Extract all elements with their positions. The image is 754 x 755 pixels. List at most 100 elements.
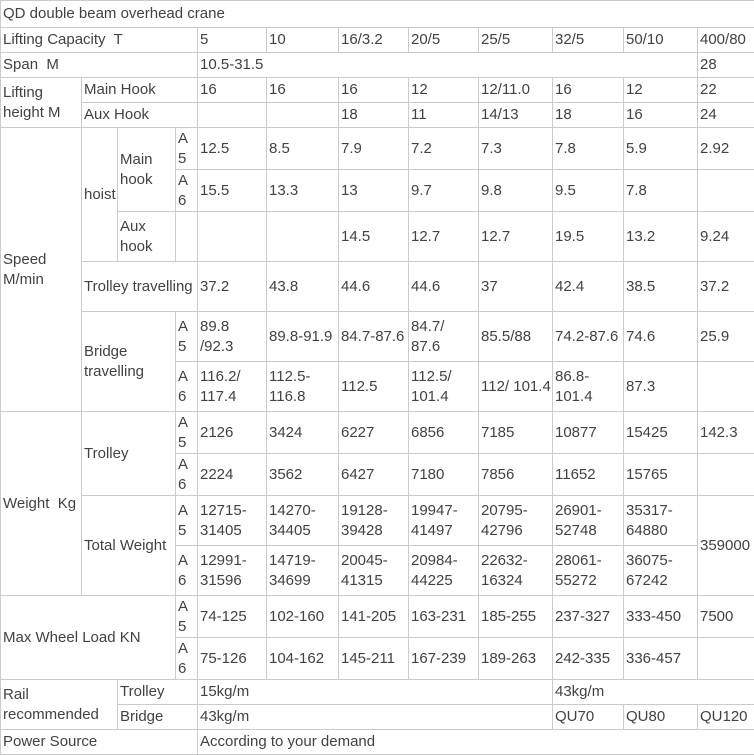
value-cell: 25.9 (698, 312, 754, 362)
value-cell: 14.5 (339, 212, 409, 262)
row-weight-trolley-a5: Weight Kg Trolley A5 2126 3424 6227 6856… (1, 412, 754, 454)
value-cell: 13.2 (624, 212, 698, 262)
main-hook-label: Main Hook (82, 78, 198, 103)
value-cell (267, 103, 339, 128)
value-cell: 242-335 (553, 638, 624, 680)
hoist-main-hook-label: Main hook (118, 128, 176, 212)
value-cell: 8.5 (267, 128, 339, 170)
value-cell: 75-126 (198, 638, 267, 680)
value-cell: 189-263 (479, 638, 553, 680)
value-cell: 104-162 (267, 638, 339, 680)
title-row: QD double beam overhead crane (1, 1, 754, 28)
value-cell: 7.9 (339, 128, 409, 170)
value-cell: QU120 (698, 705, 754, 730)
value-cell: 37 (479, 262, 553, 312)
value-cell: 15765 (624, 454, 698, 496)
power-source-label: Power Source (1, 730, 198, 755)
value-cell: 14/13 (479, 103, 553, 128)
value-cell: 19128- 39428 (339, 496, 409, 546)
value-cell: QU70 (553, 705, 624, 730)
value-cell: 14719- 34699 (267, 546, 339, 596)
speed-label: Speed M/min (1, 128, 82, 412)
value-cell: 24 (698, 103, 754, 128)
value-cell: 20795- 42796 (479, 496, 553, 546)
value-cell: 22632- 16324 (479, 546, 553, 596)
grade-a5-cell: A5 (176, 412, 198, 454)
value-cell: 16 (339, 78, 409, 103)
value-cell: 89.8 /92.3 (198, 312, 267, 362)
value-cell: 12.5 (198, 128, 267, 170)
value-cell: 18 (553, 103, 624, 128)
aux-hook-label: Aux Hook (82, 103, 198, 128)
row-speed-trolley-travelling: Trolley travelling 37.2 43.8 44.6 44.6 3… (1, 262, 754, 312)
grade-a6-cell: A6 (176, 638, 198, 680)
value-cell: 142.3 (698, 412, 754, 454)
value-cell: 74.6 (624, 312, 698, 362)
value-cell: 336-457 (624, 638, 698, 680)
total-weight-merged-cell: 359000 (698, 496, 754, 596)
value-cell: 12 (409, 78, 479, 103)
value-cell: 112.5- 116.8 (267, 362, 339, 412)
value-cell: 112/ 101.4 (479, 362, 553, 412)
value-cell (698, 362, 754, 412)
value-cell: 28061- 55272 (553, 546, 624, 596)
row-span: Span M 10.5-31.5 28 (1, 53, 754, 78)
value-cell: 20984- 44225 (409, 546, 479, 596)
row-lifting-height-main: Lifting height M Main Hook 16 16 16 12 1… (1, 78, 754, 103)
grade-a5-cell: A5 (176, 128, 198, 170)
rail-trolley-label: Trolley (118, 680, 198, 705)
grade-a5-cell: A5 (176, 312, 198, 362)
span-label: Span M (1, 53, 198, 78)
value-cell: 44.6 (409, 262, 479, 312)
value-cell: 2.92 (698, 128, 754, 170)
value-cell: 44.6 (339, 262, 409, 312)
trolley-weight-label: Trolley (82, 412, 176, 496)
value-cell: 102-160 (267, 596, 339, 638)
value-cell: 3424 (267, 412, 339, 454)
value-cell: 12 (624, 78, 698, 103)
rail-bridge-left-cell: 43kg/m (198, 705, 553, 730)
value-cell: 15425 (624, 412, 698, 454)
value-cell (698, 638, 754, 680)
value-cell: 19947- 41497 (409, 496, 479, 546)
rail-bridge-label: Bridge (118, 705, 198, 730)
grade-a5-cell: A5 (176, 596, 198, 638)
max-wheel-load-label: Max Wheel Load KN (1, 596, 176, 680)
value-cell: 89.8-91.9 (267, 312, 339, 362)
value-cell: 116.2/ 117.4 (198, 362, 267, 412)
hoist-aux-hook-label: Aux hook (118, 212, 176, 262)
value-cell: 85.5/88 (479, 312, 553, 362)
value-cell: 141-205 (339, 596, 409, 638)
row-speed-bridge-a5: Bridge travelling A5 89.8 /92.3 89.8-91.… (1, 312, 754, 362)
value-cell: 36075- 67242 (624, 546, 698, 596)
value-cell: 11 (409, 103, 479, 128)
row-weight-total-a5: Total Weight A5 12715- 31405 14270- 3440… (1, 496, 754, 546)
value-cell: 7.2 (409, 128, 479, 170)
value-cell: 9.24 (698, 212, 754, 262)
value-cell: 185-255 (479, 596, 553, 638)
value-cell: 18 (339, 103, 409, 128)
value-cell: 16 (267, 78, 339, 103)
value-cell: 74.2-87.6 (553, 312, 624, 362)
value-cell: 16 (553, 78, 624, 103)
span-last-cell: 28 (698, 53, 754, 78)
row-power-source: Power Source According to your demand (1, 730, 754, 755)
value-cell: 87.3 (624, 362, 698, 412)
value-cell: 74-125 (198, 596, 267, 638)
value-cell: 14270- 34405 (267, 496, 339, 546)
value-cell: 19.5 (553, 212, 624, 262)
value-cell: 86.8- 101.4 (553, 362, 624, 412)
grade-a6-cell: A6 (176, 362, 198, 412)
value-cell: 5.9 (624, 128, 698, 170)
value-cell: 3562 (267, 454, 339, 496)
table-title: QD double beam overhead crane (1, 1, 754, 28)
value-cell: 333-450 (624, 596, 698, 638)
value-cell: 12991- 31596 (198, 546, 267, 596)
value-cell: 43.8 (267, 262, 339, 312)
value-cell: 9.7 (409, 170, 479, 212)
value-cell: 145-211 (339, 638, 409, 680)
value-cell (198, 212, 267, 262)
value-cell: 7856 (479, 454, 553, 496)
value-cell: 10877 (553, 412, 624, 454)
value-cell (267, 212, 339, 262)
